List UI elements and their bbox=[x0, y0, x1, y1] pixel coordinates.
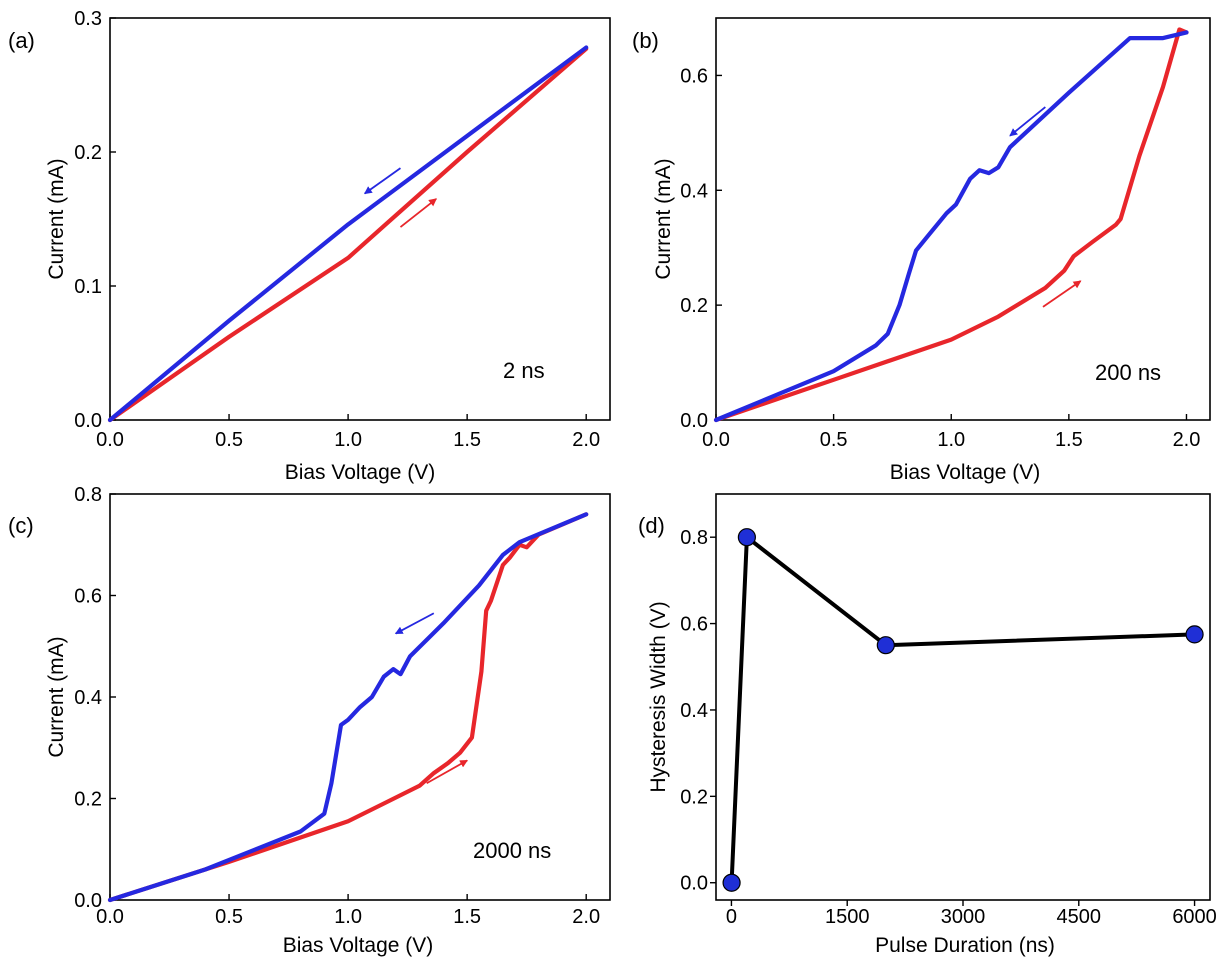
panel-d-ytick-label: 0.8 bbox=[680, 527, 708, 549]
panel-b-ylabel: Current (mA) bbox=[652, 158, 675, 279]
panel-c-xlabel: Bias Voltage (V) bbox=[283, 934, 434, 957]
panel-d-ylabel: Hysteresis Width (V) bbox=[647, 601, 670, 792]
panel-b-ytick-label: 0.6 bbox=[680, 65, 708, 87]
panel-c-ytick-label: 0.2 bbox=[74, 789, 102, 811]
panel-d-frame bbox=[715, 493, 1211, 901]
panel-c-label: (c) bbox=[8, 513, 34, 538]
panel-a: (a) 0.0 0.5 1.0 1.5 2.0 0.0 0.1 0.2 0.3 2 ns Bia… bbox=[8, 8, 611, 484]
panel-b-ytick-label: 0.0 bbox=[680, 410, 708, 432]
panel-c-xtick-label: 0.0 bbox=[96, 906, 124, 928]
panel-d-ytick-label: 0.2 bbox=[680, 786, 708, 808]
panel-b-series bbox=[713, 27, 1189, 423]
panel-c-ylabel: Current (mA) bbox=[45, 636, 68, 757]
panel-b-backward-arrow bbox=[1009, 106, 1046, 137]
panel-c-series-forward bbox=[107, 512, 589, 903]
panel-b-xtick-label: 1.0 bbox=[937, 429, 965, 451]
panel-d-label: (d) bbox=[638, 513, 665, 538]
panel-a-backward-arrow bbox=[363, 167, 401, 195]
panel-b-label: (b) bbox=[632, 28, 659, 53]
panel-d-data-point bbox=[737, 528, 756, 547]
panel-a-annotation: 2 ns bbox=[503, 358, 545, 383]
panel-b-xtick-label: 0.5 bbox=[820, 429, 848, 451]
panel-c-ytick-label: 0.8 bbox=[74, 484, 102, 506]
panel-b-ticks: 0.0 0.5 1.0 1.5 2.0 0.0 0.2 0.4 0.6 bbox=[680, 65, 1200, 451]
panel-b-xtick-label: 1.5 bbox=[1055, 429, 1083, 451]
panel-a-xtick-label: 1.5 bbox=[453, 429, 481, 451]
panel-c-xtick-label: 1.0 bbox=[334, 906, 362, 928]
panel-a-ytick-label: 0.2 bbox=[74, 142, 102, 164]
panel-d-xtick-label: 3000 bbox=[941, 906, 986, 928]
panel-d-ticks: 0 1500 3000 4500 6000 0.0 0.2 0.4 0.6 0.8 bbox=[680, 527, 1217, 928]
panel-d-xtick-label: 1500 bbox=[825, 906, 870, 928]
panel-a-series-forward bbox=[107, 46, 589, 423]
panel-b-frame bbox=[715, 17, 1211, 421]
panel-c-forward-arrow bbox=[426, 759, 469, 785]
panel-a-ytick-label: 0.1 bbox=[74, 276, 102, 298]
panel-b: (b) 0.0 0.5 1.0 1.5 2.0 0.0 0.2 0.4 0.6 200 ns B… bbox=[632, 17, 1211, 484]
panel-d-xtick-label: 6000 bbox=[1172, 906, 1217, 928]
panel-b-ytick-label: 0.4 bbox=[680, 180, 708, 202]
panel-a-series bbox=[107, 45, 589, 423]
panel-c-backward-arrow bbox=[394, 612, 435, 635]
panel-b-xtick-label: 2.0 bbox=[1173, 429, 1201, 451]
panel-a-forward-arrow bbox=[399, 198, 437, 228]
panel-b-series-backward bbox=[713, 30, 1189, 423]
panel-d-data-point bbox=[1185, 625, 1204, 644]
panel-d-xlabel: Pulse Duration (ns) bbox=[875, 934, 1055, 957]
panel-d-series-line bbox=[729, 535, 1197, 885]
panel-b-xlabel: Bias Voltage (V) bbox=[890, 461, 1041, 484]
panel-a-xtick-label: 0.0 bbox=[96, 429, 124, 451]
panel-a-xtick-label: 0.5 bbox=[215, 429, 243, 451]
panel-c-ytick-label: 0.6 bbox=[74, 586, 102, 608]
panel-d-ytick-label: 0.0 bbox=[680, 873, 708, 895]
panel-a-xlabel: Bias Voltage (V) bbox=[285, 461, 436, 484]
panel-b-forward-arrow bbox=[1042, 280, 1082, 308]
panel-c-xtick-label: 2.0 bbox=[572, 906, 600, 928]
panel-c-xtick-label: 0.5 bbox=[215, 906, 243, 928]
panel-b-ytick-label: 0.2 bbox=[680, 295, 708, 317]
panel-b-annotation: 200 ns bbox=[1095, 360, 1161, 385]
panel-c-annotation: 2000 ns bbox=[473, 838, 551, 863]
panel-d: (d) 0 1500 3000 4500 6000 0.0 0.2 0.4 0.6 0.8 Pul… bbox=[638, 493, 1217, 957]
panel-c-ticks: 0.0 0.5 1.0 1.5 2.0 0.0 0.2 0.4 0.6 0.8 bbox=[74, 484, 600, 928]
panel-c-series-backward bbox=[107, 512, 589, 903]
panel-a-ytick-label: 0.0 bbox=[74, 410, 102, 432]
panel-a-ticks: 0.0 0.5 1.0 1.5 2.0 0.0 0.1 0.2 0.3 bbox=[74, 8, 600, 451]
panel-c-ytick-label: 0.0 bbox=[74, 890, 102, 912]
panel-a-xtick-label: 2.0 bbox=[572, 429, 600, 451]
panel-b-series-forward bbox=[713, 27, 1189, 423]
panel-a-xtick-label: 1.0 bbox=[334, 429, 362, 451]
panel-d-xtick-label: 0 bbox=[726, 906, 737, 928]
panel-a-series-backward bbox=[107, 45, 589, 423]
panel-c-ytick-label: 0.4 bbox=[74, 687, 102, 709]
panel-a-ytick-label: 0.3 bbox=[74, 8, 102, 30]
panel-d-ytick-label: 0.4 bbox=[680, 700, 708, 722]
panel-d-series bbox=[722, 528, 1204, 892]
panel-a-ylabel: Current (mA) bbox=[45, 158, 68, 279]
panel-a-label: (a) bbox=[8, 28, 35, 53]
panel-a-frame bbox=[109, 17, 611, 421]
panel-c-xtick-label: 1.5 bbox=[453, 906, 481, 928]
panel-c: (c) 0.0 0.5 1.0 1.5 2.0 0.0 0.2 0.4 0.6 0.8 2000 … bbox=[8, 484, 611, 957]
panel-d-data-point bbox=[722, 873, 741, 892]
panel-c-series bbox=[107, 512, 589, 903]
panel-d-xtick-label: 4500 bbox=[1057, 906, 1102, 928]
panel-d-data-point bbox=[876, 636, 895, 655]
panel-d-ytick-label: 0.6 bbox=[680, 614, 708, 636]
panel-b-xtick-label: 0.0 bbox=[702, 429, 730, 451]
